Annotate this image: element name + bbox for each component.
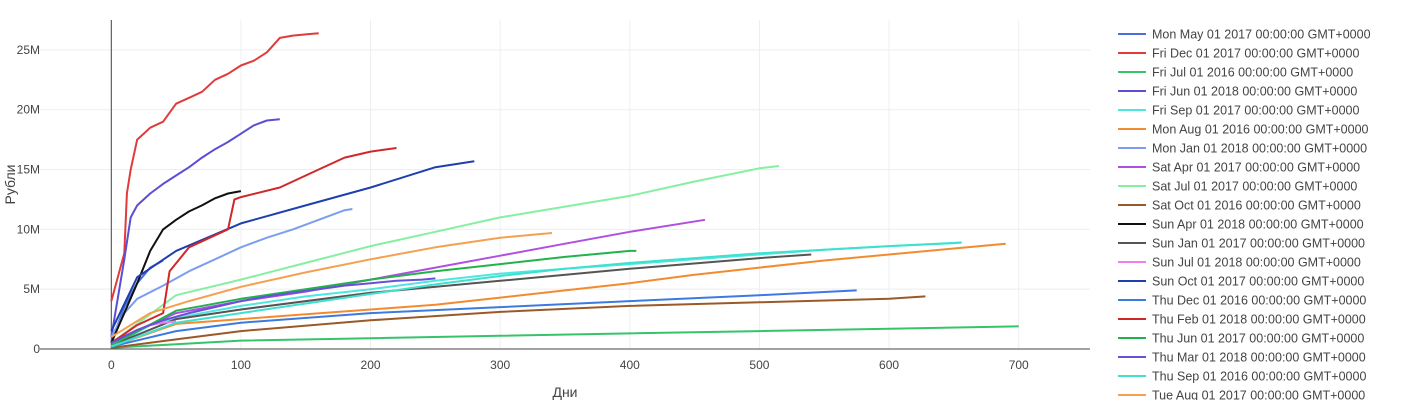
y-tick-label: 20M	[17, 103, 40, 117]
legend-item[interactable]: Sat Jul 01 2017 00:00:00 GMT+0000	[1118, 180, 1357, 194]
series-line	[110, 165, 780, 344]
y-tick-label: 10M	[17, 222, 40, 236]
x-tick-label: 400	[620, 358, 640, 372]
legend-label: Sun Jan 01 2017 00:00:00 GMT+0000	[1152, 237, 1365, 251]
series-line	[110, 208, 353, 338]
x-tick-label: 200	[361, 358, 381, 372]
plot-area	[110, 32, 1019, 349]
series-line	[110, 242, 1006, 348]
series-line	[110, 277, 436, 344]
legend-item[interactable]: Fri Sep 01 2017 00:00:00 GMT+0000	[1118, 104, 1359, 118]
series-line	[110, 232, 553, 338]
x-axis-title: Дни	[552, 384, 577, 400]
legend-label: Thu Feb 01 2018 00:00:00 GMT+0000	[1152, 313, 1366, 327]
series-line	[110, 118, 280, 338]
legend-label: Sun Jul 01 2018 00:00:00 GMT+0000	[1152, 256, 1361, 270]
x-tick-label: 700	[1009, 358, 1029, 372]
legend-label: Sat Apr 01 2017 00:00:00 GMT+0000	[1152, 161, 1360, 175]
legend-item[interactable]: Fri Dec 01 2017 00:00:00 GMT+0000	[1118, 47, 1359, 61]
x-tick-label: 600	[879, 358, 899, 372]
legend-item[interactable]: Tue Aug 01 2017 00:00:00 GMT+0000	[1118, 389, 1365, 400]
legend-item[interactable]: Sun Jan 01 2017 00:00:00 GMT+0000	[1118, 237, 1365, 251]
legend-item[interactable]: Fri Jul 01 2016 00:00:00 GMT+0000	[1118, 66, 1353, 80]
legend-label: Mon May 01 2017 00:00:00 GMT+0000	[1152, 28, 1371, 42]
axes	[40, 20, 1090, 350]
legend-label: Fri Jul 01 2016 00:00:00 GMT+0000	[1152, 66, 1353, 80]
series-line	[111, 289, 857, 348]
series-line	[110, 160, 475, 332]
legend-item[interactable]: Sun Oct 01 2017 00:00:00 GMT+0000	[1118, 275, 1364, 289]
series-line	[111, 295, 926, 349]
y-tick-label: 5M	[23, 282, 40, 296]
legend-label: Tue Aug 01 2017 00:00:00 GMT+0000	[1152, 389, 1365, 400]
legend-item[interactable]: Sat Oct 01 2016 00:00:00 GMT+0000	[1118, 199, 1361, 213]
legend-label: Fri Jun 01 2018 00:00:00 GMT+0000	[1152, 85, 1357, 99]
y-tick-label: 0	[33, 342, 40, 356]
legend-label: Sat Jul 01 2017 00:00:00 GMT+0000	[1152, 180, 1357, 194]
legend-item[interactable]: Thu Sep 01 2016 00:00:00 GMT+0000	[1118, 370, 1366, 384]
legend-item[interactable]: Thu Mar 01 2018 00:00:00 GMT+0000	[1118, 351, 1366, 365]
x-tick-label: 100	[231, 358, 251, 372]
legend-label: Sat Oct 01 2016 00:00:00 GMT+0000	[1152, 199, 1361, 213]
legend-label: Thu Mar 01 2018 00:00:00 GMT+0000	[1152, 351, 1366, 365]
legend-item[interactable]: Mon Jan 01 2018 00:00:00 GMT+0000	[1118, 142, 1367, 156]
x-tick-label: 0	[108, 358, 115, 372]
legend-label: Thu Sep 01 2016 00:00:00 GMT+0000	[1152, 370, 1366, 384]
legend-label: Mon Jan 01 2018 00:00:00 GMT+0000	[1152, 142, 1367, 156]
y-axis-title: Рубли	[2, 165, 18, 205]
legend-label: Fri Dec 01 2017 00:00:00 GMT+0000	[1152, 47, 1359, 61]
legend-item[interactable]: Fri Jun 01 2018 00:00:00 GMT+0000	[1118, 85, 1357, 99]
series-line	[110, 218, 706, 343]
y-tick-label: 25M	[17, 43, 40, 57]
series-line	[110, 32, 319, 302]
series-line	[110, 249, 637, 347]
x-tick-label: 300	[490, 358, 510, 372]
legend-item[interactable]: Thu Dec 01 2016 00:00:00 GMT+0000	[1118, 294, 1366, 308]
legend-label: Thu Dec 01 2016 00:00:00 GMT+0000	[1152, 294, 1366, 308]
series-line	[111, 325, 1019, 349]
series-line	[110, 147, 397, 344]
legend-label: Sun Oct 01 2017 00:00:00 GMT+0000	[1152, 275, 1364, 289]
legend-label: Thu Jun 01 2017 00:00:00 GMT+0000	[1152, 332, 1364, 346]
tick-labels: 0 100 200 300 400 500 600 700 0 5M 10M 15M 20M 25M	[17, 43, 1029, 372]
legend-item[interactable]: Mon May 01 2017 00:00:00 GMT+0000	[1118, 28, 1371, 42]
legend-item[interactable]: Sun Apr 01 2018 00:00:00 GMT+0000	[1118, 218, 1364, 232]
grid-lines	[40, 20, 1090, 350]
legend-item[interactable]: Sat Apr 01 2017 00:00:00 GMT+0000	[1118, 161, 1360, 175]
series-line	[110, 190, 242, 344]
legend: Mon May 01 2017 00:00:00 GMT+0000 Fri Dec…	[1118, 28, 1371, 400]
legend-item[interactable]: Thu Feb 01 2018 00:00:00 GMT+0000	[1118, 313, 1366, 327]
legend-label: Sun Apr 01 2018 00:00:00 GMT+0000	[1152, 218, 1364, 232]
legend-label: Fri Sep 01 2017 00:00:00 GMT+0000	[1152, 104, 1359, 118]
series-line	[110, 253, 812, 347]
legend-item[interactable]: Sun Jul 01 2018 00:00:00 GMT+0000	[1118, 256, 1361, 270]
legend-label: Mon Aug 01 2016 00:00:00 GMT+0000	[1152, 123, 1369, 137]
series-line	[110, 241, 962, 348]
y-tick-label: 15M	[17, 163, 40, 177]
x-tick-label: 500	[749, 358, 769, 372]
legend-item[interactable]: Mon Aug 01 2016 00:00:00 GMT+0000	[1118, 123, 1369, 137]
legend-item[interactable]: Thu Jun 01 2017 00:00:00 GMT+0000	[1118, 332, 1364, 346]
